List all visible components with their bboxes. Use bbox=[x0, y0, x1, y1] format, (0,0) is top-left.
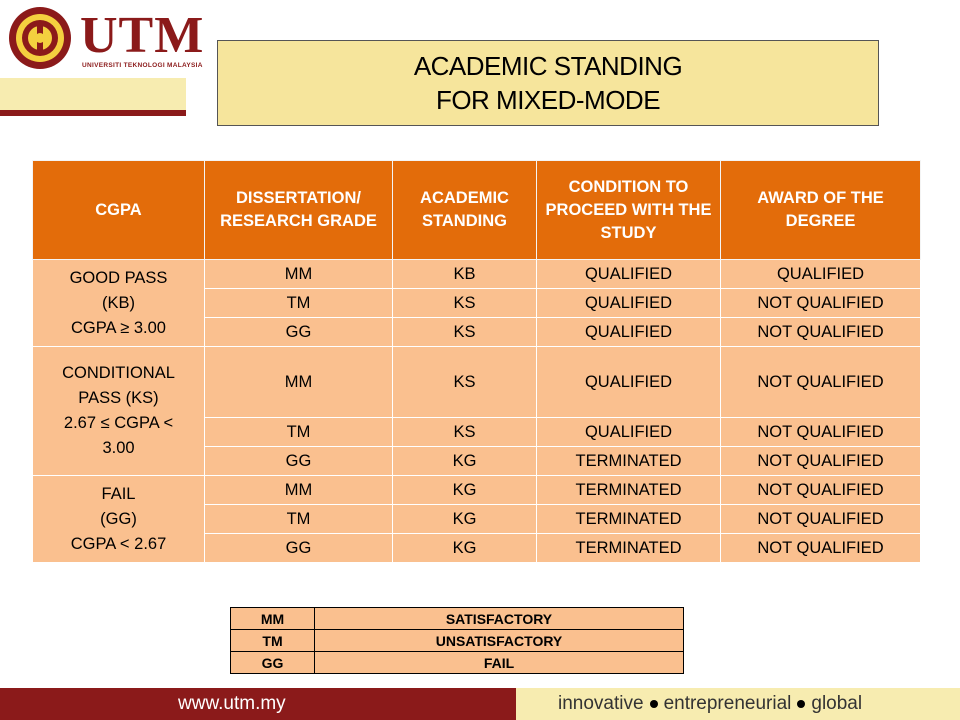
group-label: PASS (KS) bbox=[78, 389, 159, 407]
table-header-row: CGPA DISSERTATION/ RESEARCH GRADE ACADEM… bbox=[32, 160, 921, 260]
award-cell: NOT QUALIFIED bbox=[720, 417, 921, 447]
standing-cell: KG bbox=[392, 533, 537, 563]
condition-cell: QUALIFIED bbox=[536, 317, 721, 347]
award-cell: QUALIFIED bbox=[720, 259, 921, 289]
bullet-dot-icon bbox=[649, 699, 658, 708]
award-cell: NOT QUALIFIED bbox=[720, 317, 921, 347]
tagline-entrepreneurial: entrepreneurial bbox=[663, 693, 792, 714]
group-label: 2.67 ≤ CGPA < bbox=[63, 414, 174, 432]
group-label: (GG) bbox=[100, 509, 137, 528]
group-label: (KB) bbox=[102, 293, 135, 312]
award-cell: NOT QUALIFIED bbox=[720, 533, 921, 563]
grade-cell: TM bbox=[204, 504, 393, 534]
standing-cell: KB bbox=[392, 259, 537, 289]
grade-cell: GG bbox=[204, 446, 393, 476]
logo-text: UTM bbox=[80, 7, 205, 64]
grade-cell: TM bbox=[204, 288, 393, 318]
standing-cell: KS bbox=[392, 346, 537, 418]
legend-meaning: SATISFACTORY bbox=[314, 607, 684, 630]
table-row: FAIL (GG) CGPA < 2.67 MM KG TERMINATED N… bbox=[32, 475, 921, 563]
utm-crest-icon bbox=[9, 7, 71, 69]
footer-url: www.utm.my bbox=[0, 688, 516, 720]
award-cell: NOT QUALIFIED bbox=[720, 288, 921, 318]
header-grade: DISSERTATION/ RESEARCH GRADE bbox=[204, 160, 393, 260]
group-label: CGPA < 2.67 bbox=[70, 534, 167, 553]
award-cell: NOT QUALIFIED bbox=[720, 475, 921, 505]
legend-meaning: FAIL bbox=[314, 651, 684, 674]
title-line-1: ACADEMIC STANDING bbox=[413, 51, 683, 81]
legend-row: MM SATISFACTORY bbox=[230, 607, 684, 630]
table-row: CONDITIONAL PASS (KS) 2.67 ≤ CGPA < 3.00… bbox=[32, 346, 921, 476]
standing-cell: KS bbox=[392, 288, 537, 318]
grade-legend-table: MM SATISFACTORY TM UNSATISFACTORY GG FAI… bbox=[230, 607, 684, 674]
condition-cell: QUALIFIED bbox=[536, 417, 721, 447]
group-label: GOOD PASS bbox=[69, 268, 168, 287]
group-label: CONDITIONAL bbox=[62, 364, 175, 382]
table-row: GG KG TERMINATED NOT QUALIFIED bbox=[33, 533, 921, 563]
standing-cell: KG bbox=[392, 504, 537, 534]
header-standing: ACADEMIC STANDING bbox=[392, 160, 537, 260]
utm-logo: UTM UNIVERSITI TEKNOLOGI MALAYSIA bbox=[8, 6, 203, 76]
group-label: 3.00 bbox=[102, 439, 135, 457]
cgpa-group-conditional-pass: CONDITIONAL PASS (KS) 2.67 ≤ CGPA < 3.00 bbox=[32, 346, 205, 476]
table-row: TM KG TERMINATED NOT QUALIFIED bbox=[33, 504, 921, 534]
header-rule bbox=[0, 110, 186, 116]
condition-cell: QUALIFIED bbox=[536, 259, 721, 289]
legend-code: TM bbox=[230, 629, 315, 652]
grade-cell: GG bbox=[204, 317, 393, 347]
table-row: GOOD PASS (KB) CGPA ≥ 3.00 MM KB QUALIFI… bbox=[32, 259, 921, 347]
group-label: FAIL bbox=[101, 484, 136, 503]
header-band bbox=[0, 78, 186, 110]
award-cell: NOT QUALIFIED bbox=[720, 346, 921, 418]
grade-cell: MM bbox=[204, 259, 393, 289]
slide-title: ACADEMIC STANDING FOR MIXED-MODE bbox=[217, 40, 879, 126]
header-condition: CONDITION TO PROCEED WITH THE STUDY bbox=[536, 160, 721, 260]
legend-code: GG bbox=[230, 651, 315, 674]
footer-bar: www.utm.my innovative entrepreneurial glob… bbox=[0, 688, 960, 720]
legend-code: MM bbox=[230, 607, 315, 630]
cgpa-group-good-pass: GOOD PASS (KB) CGPA ≥ 3.00 bbox=[32, 259, 205, 347]
legend-meaning: UNSATISFACTORY bbox=[314, 629, 684, 652]
table-row: TM KS QUALIFIED NOT QUALIFIED bbox=[33, 417, 921, 447]
grade-cell: TM bbox=[204, 417, 393, 447]
cgpa-group-fail: FAIL (GG) CGPA < 2.67 bbox=[32, 475, 205, 563]
standing-cell: KG bbox=[392, 475, 537, 505]
legend-row: GG FAIL bbox=[230, 651, 684, 674]
standing-cell: KS bbox=[392, 417, 537, 447]
condition-cell: TERMINATED bbox=[536, 475, 721, 505]
table-row: GG KG TERMINATED NOT QUALIFIED bbox=[33, 446, 921, 476]
footer-tagline: innovative entrepreneurial global bbox=[516, 688, 960, 720]
grade-cell: MM bbox=[204, 475, 393, 505]
tagline-global: global bbox=[811, 693, 863, 714]
title-line-2: FOR MIXED-MODE bbox=[435, 85, 661, 115]
bullet-dot-icon bbox=[797, 699, 806, 708]
standing-cell: KG bbox=[392, 446, 537, 476]
tagline-innovative: innovative bbox=[558, 693, 644, 714]
award-cell: NOT QUALIFIED bbox=[720, 504, 921, 534]
condition-cell: QUALIFIED bbox=[536, 288, 721, 318]
header-cgpa: CGPA bbox=[32, 160, 205, 260]
academic-standing-table: CGPA DISSERTATION/ RESEARCH GRADE ACADEM… bbox=[32, 160, 921, 563]
condition-cell: TERMINATED bbox=[536, 533, 721, 563]
logo-subtitle: UNIVERSITI TEKNOLOGI MALAYSIA bbox=[82, 62, 203, 69]
award-cell: NOT QUALIFIED bbox=[720, 446, 921, 476]
condition-cell: QUALIFIED bbox=[536, 346, 721, 418]
standing-cell: KS bbox=[392, 317, 537, 347]
group-label: CGPA ≥ 3.00 bbox=[71, 318, 166, 337]
condition-cell: TERMINATED bbox=[536, 504, 721, 534]
grade-cell: MM bbox=[204, 346, 393, 418]
condition-cell: TERMINATED bbox=[536, 446, 721, 476]
header-award: AWARD OF THE DEGREE bbox=[720, 160, 921, 260]
grade-cell: GG bbox=[204, 533, 393, 563]
legend-row: TM UNSATISFACTORY bbox=[230, 629, 684, 652]
